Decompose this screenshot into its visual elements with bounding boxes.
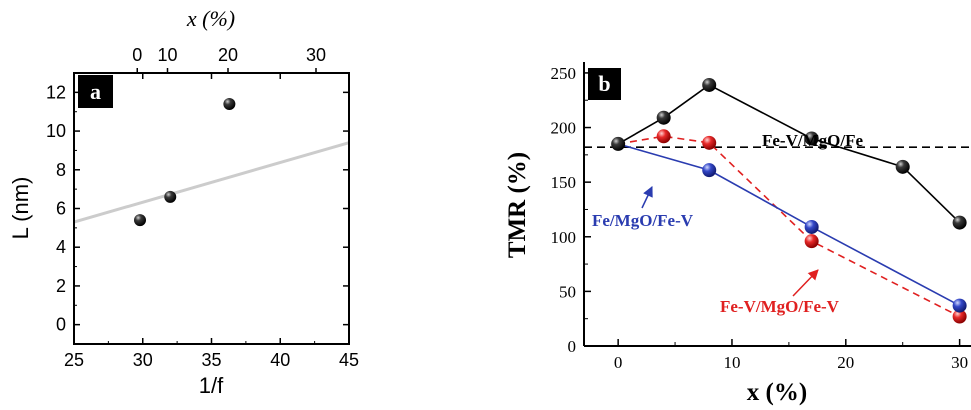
data-point-b-0-3 [804, 131, 819, 146]
y-axis-label-a: L (nm) [8, 177, 33, 240]
x-tick-label-a-1: 30 [133, 350, 153, 370]
series-label-fe-mgo-fe-v: Fe/MgO/Fe-V [592, 211, 694, 230]
data-point-a-2 [223, 97, 236, 110]
data-point-b-0-5 [952, 215, 967, 230]
data-point-a-1 [164, 190, 177, 203]
y-tick-label-b-0: 0 [568, 337, 577, 356]
data-point-b-1-2 [702, 135, 717, 150]
plot-frame-a [73, 72, 350, 345]
series-line-1 [618, 135, 960, 318]
top-tick-label-a-3: 30 [306, 45, 326, 65]
top-tick-label-a-0: 0 [132, 45, 142, 65]
data-point-b-1-3 [804, 234, 819, 249]
data-point-a-0 [134, 214, 146, 227]
x-tick-label-a-3: 40 [270, 350, 290, 370]
panel-label-box-a [78, 75, 113, 108]
series-line-2 [617, 143, 960, 307]
data-point-b-0-2 [702, 77, 717, 92]
data-point-b-2-3 [952, 298, 967, 313]
fit-line [73, 141, 350, 224]
series-label-fe-v-mgo-fe-v: Fe-V/MgO/Fe-V [720, 297, 840, 316]
top-axis-label-a: x (%) [186, 6, 235, 31]
top-tick-label-a-2: 20 [218, 45, 238, 65]
y-tick-label-b-4: 200 [551, 119, 577, 138]
data-point-b-0-0 [611, 136, 626, 151]
x-tick-label-b-3: 30 [951, 353, 968, 372]
x-tick-label-b-0: 0 [614, 353, 623, 372]
panel-label-a: a [90, 79, 101, 104]
x-tick-label-b-2: 20 [837, 353, 854, 372]
y-tick-label-a-6: 12 [46, 82, 66, 102]
data-point-b-0-4 [895, 159, 910, 174]
series-line-0 [617, 84, 961, 224]
y-tick-label-a-5: 10 [46, 121, 66, 141]
x-tick-label-a-4: 45 [339, 350, 359, 370]
panel-label-box-b [588, 68, 621, 100]
y-tick-label-a-0: 0 [56, 315, 66, 335]
data-point-b-2-2 [804, 219, 819, 234]
y-tick-label-a-1: 2 [56, 276, 66, 296]
panel-a: 25 30 35 40 45 0 2 4 6 8 10 12 0 10 20 30 a 1/f L (nm… [8, 6, 359, 398]
x-tick-label-b-1: 10 [723, 353, 740, 372]
data-point-b-1-4 [952, 309, 967, 324]
x-axis-label-a: 1/f [199, 373, 224, 398]
y-tick-label-a-4: 8 [56, 160, 66, 180]
data-point-b-1-1 [656, 129, 671, 144]
data-point-b-0-1 [656, 110, 671, 125]
series-label-fe-v-mgo-fe: Fe-V/MgO/Fe [762, 131, 863, 150]
y-axis-label-b: TMR (%) [504, 152, 531, 258]
y-tick-label-b-1: 50 [559, 282, 576, 301]
y-tick-label-a-3: 6 [56, 199, 66, 219]
annotation-arrow-blue [641, 186, 653, 209]
y-tick-label-a-2: 4 [56, 237, 66, 257]
x-tick-label-a-0: 25 [64, 350, 84, 370]
panel-label-b: b [598, 71, 610, 96]
y-tick-label-b-3: 150 [551, 173, 577, 192]
y-tick-label-b-5: 250 [551, 64, 577, 83]
data-point-b-2-1 [702, 163, 717, 178]
x-tick-label-a-2: 35 [201, 350, 221, 370]
x-axis-label-b: x (%) [747, 379, 807, 406]
annotation-arrow-red [792, 269, 819, 297]
top-tick-label-a-1: 10 [157, 45, 177, 65]
y-tick-label-b-2: 100 [551, 228, 577, 247]
